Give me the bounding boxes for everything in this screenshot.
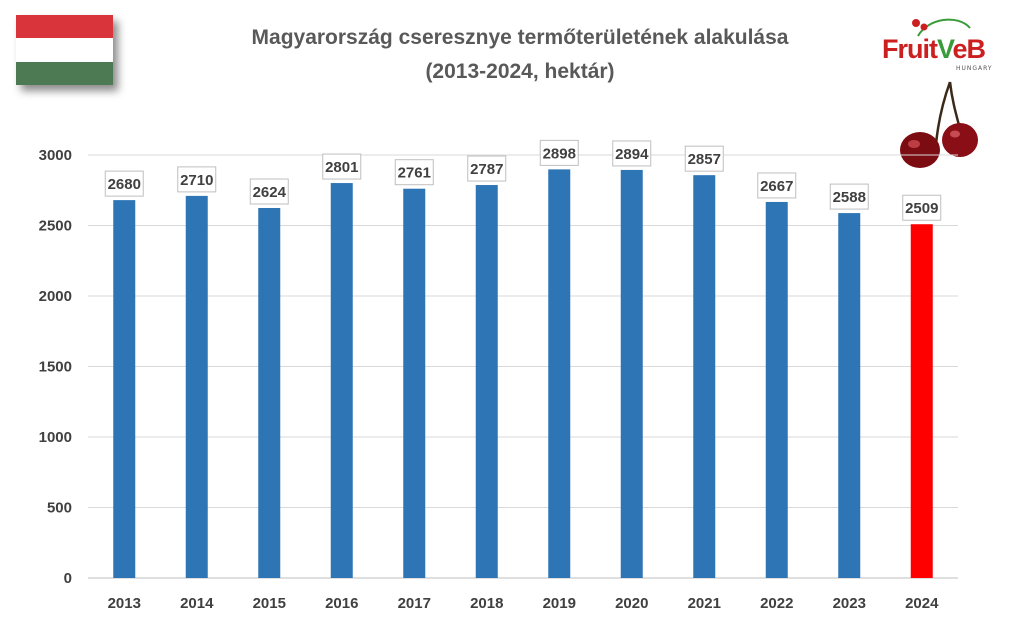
- data-label-box: [612, 140, 652, 167]
- data-label-box: [684, 145, 724, 172]
- data-label-box: [177, 166, 217, 193]
- chart-title: Magyarország cseresznye termőterületének…: [251, 26, 789, 49]
- data-label-box: [902, 194, 942, 221]
- x-tick-label: 2023: [833, 595, 866, 612]
- chart-subtitle: (2013-2024, hektár): [425, 60, 615, 83]
- logo-subtext: HUNGARY: [956, 65, 993, 72]
- data-label: 2509: [905, 200, 938, 217]
- y-tick-label: 2500: [39, 218, 72, 235]
- bar: [548, 169, 571, 578]
- x-tick-label: 2022: [760, 595, 793, 612]
- bar: [113, 200, 136, 578]
- data-label-box: [394, 159, 434, 186]
- bar: [330, 183, 353, 578]
- data-label-box: [104, 170, 144, 197]
- x-tick-label: 2013: [108, 595, 141, 612]
- bar: [403, 188, 426, 578]
- cherry-logo-icon: [900, 18, 978, 168]
- y-tick-label: 2000: [39, 288, 72, 305]
- y-tick-label: 1000: [39, 429, 72, 446]
- x-tick-label: 2015: [253, 595, 286, 612]
- bar: [910, 224, 933, 578]
- data-label-box: [249, 178, 289, 205]
- x-tick-label: 2024: [905, 595, 939, 612]
- fruitveb-logo: FruitVeB HUNGARY: [876, 14, 1004, 174]
- data-label: 2787: [470, 161, 503, 178]
- flag-stripe-white: [16, 38, 113, 62]
- data-label: 2761: [398, 165, 431, 182]
- y-tick-label: 1500: [39, 359, 72, 376]
- bar: [185, 195, 208, 578]
- data-label: 2667: [760, 178, 793, 195]
- data-label-box: [322, 153, 362, 180]
- flag-stripe-green: [16, 61, 113, 85]
- bar: [693, 175, 716, 578]
- data-label-box: [467, 155, 507, 182]
- bar: [765, 201, 788, 578]
- bar: [258, 208, 281, 579]
- data-label: 2624: [253, 184, 287, 201]
- bar: [838, 213, 861, 579]
- y-tick-label: 500: [47, 500, 72, 517]
- bar: [620, 169, 643, 579]
- x-tick-label: 2017: [398, 595, 431, 612]
- y-tick-label: 3000: [39, 147, 72, 164]
- x-tick-label: 2014: [180, 595, 214, 612]
- data-label: 2898: [543, 145, 576, 162]
- x-tick-label: 2021: [688, 595, 721, 612]
- bar: [475, 185, 498, 578]
- data-label-box: [757, 172, 797, 199]
- x-tick-label: 2019: [543, 595, 576, 612]
- data-label: 2680: [108, 176, 141, 193]
- x-tick-label: 2018: [470, 595, 503, 612]
- logo-wordmark: FruitVeB: [882, 34, 986, 64]
- x-tick-label: 2020: [615, 595, 648, 612]
- data-label: 2588: [833, 189, 866, 206]
- data-label: 2710: [180, 172, 213, 189]
- data-label: 2801: [325, 159, 358, 176]
- data-label-box: [829, 183, 869, 210]
- data-label: 2857: [688, 151, 721, 168]
- hungary-flag-icon: [16, 15, 113, 85]
- y-tick-label: 0: [64, 570, 72, 587]
- flag-stripe-red: [16, 15, 113, 39]
- data-label: 2894: [615, 146, 649, 163]
- data-label-box: [539, 139, 579, 166]
- x-tick-label: 2016: [325, 595, 358, 612]
